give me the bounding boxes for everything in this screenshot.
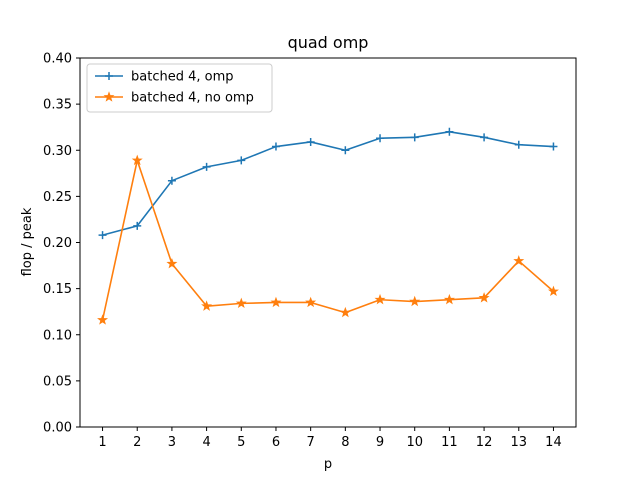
legend-marker-1: [105, 72, 113, 80]
y-tick-label: 0.20: [43, 236, 72, 251]
y-tick-label: 0.40: [43, 52, 72, 67]
series-1-point: [480, 133, 489, 142]
series-2-point: [97, 314, 109, 325]
legend-box: [86, 63, 273, 113]
series-2-point: [443, 293, 455, 305]
y-tick-label: 0.15: [43, 282, 72, 297]
x-tick-label: 12: [476, 435, 493, 450]
series-2-point: [235, 297, 247, 309]
x-tick-label: 6: [272, 435, 280, 450]
x-tick-label: 4: [202, 435, 210, 450]
series-1-point: [410, 133, 419, 142]
series-1-point: [271, 142, 280, 151]
x-tick-label: 10: [406, 435, 423, 450]
series-2-point: [409, 295, 421, 307]
series-2-point: [547, 285, 559, 297]
series-1-point: [376, 134, 385, 143]
series-2-point: [131, 154, 143, 166]
chart-title: quad omp: [288, 33, 369, 52]
legend-marker-2: [103, 91, 115, 102]
x-tick-label: 13: [510, 435, 527, 450]
series-line-1: [102, 131, 554, 236]
series-2-point: [270, 296, 282, 308]
series-2-point: [339, 306, 351, 318]
y-tick-label: 0.10: [43, 328, 72, 343]
series-1-point: [445, 127, 454, 136]
series-1-point: [306, 137, 315, 146]
series-1-point: [167, 176, 176, 185]
series-1-point: [549, 142, 558, 151]
y-tick-label: 0.25: [43, 190, 72, 205]
x-tick-label: 5: [237, 435, 245, 450]
series-1-point: [514, 140, 523, 149]
x-tick-label: 9: [376, 435, 384, 450]
series-1-point: [237, 156, 246, 165]
x-tick-label: 14: [545, 435, 562, 450]
series-2-point: [305, 296, 317, 308]
series-2-point: [201, 300, 213, 311]
x-tick-label: 7: [307, 435, 315, 450]
x-tick-label: 2: [133, 435, 141, 450]
y-tick-label: 0.35: [43, 98, 72, 113]
series-line-2: [101, 159, 554, 321]
legend-label-2: batched 4, no omp: [131, 91, 254, 106]
y-tick-label: 0.30: [43, 144, 72, 159]
y-tick-label: 0.05: [43, 374, 72, 389]
x-axis-label: p: [324, 457, 332, 472]
series-1-point: [133, 221, 142, 230]
series-1-point: [202, 162, 211, 171]
series-2-point: [513, 255, 525, 266]
y-axis-label: flop / peak: [20, 207, 35, 276]
series-2-point: [166, 257, 178, 269]
series-1-point: [341, 146, 350, 155]
legend-label-1: batched 4, omp: [131, 70, 234, 85]
x-tick-label: 1: [98, 435, 106, 450]
x-tick-label: 8: [341, 435, 349, 450]
series-2-point: [478, 292, 490, 303]
series-2-point: [374, 293, 386, 305]
series-1-point: [98, 231, 107, 240]
x-tick-label: 11: [441, 435, 458, 450]
y-tick-label: 0.00: [43, 421, 72, 436]
x-tick-label: 3: [168, 435, 176, 450]
